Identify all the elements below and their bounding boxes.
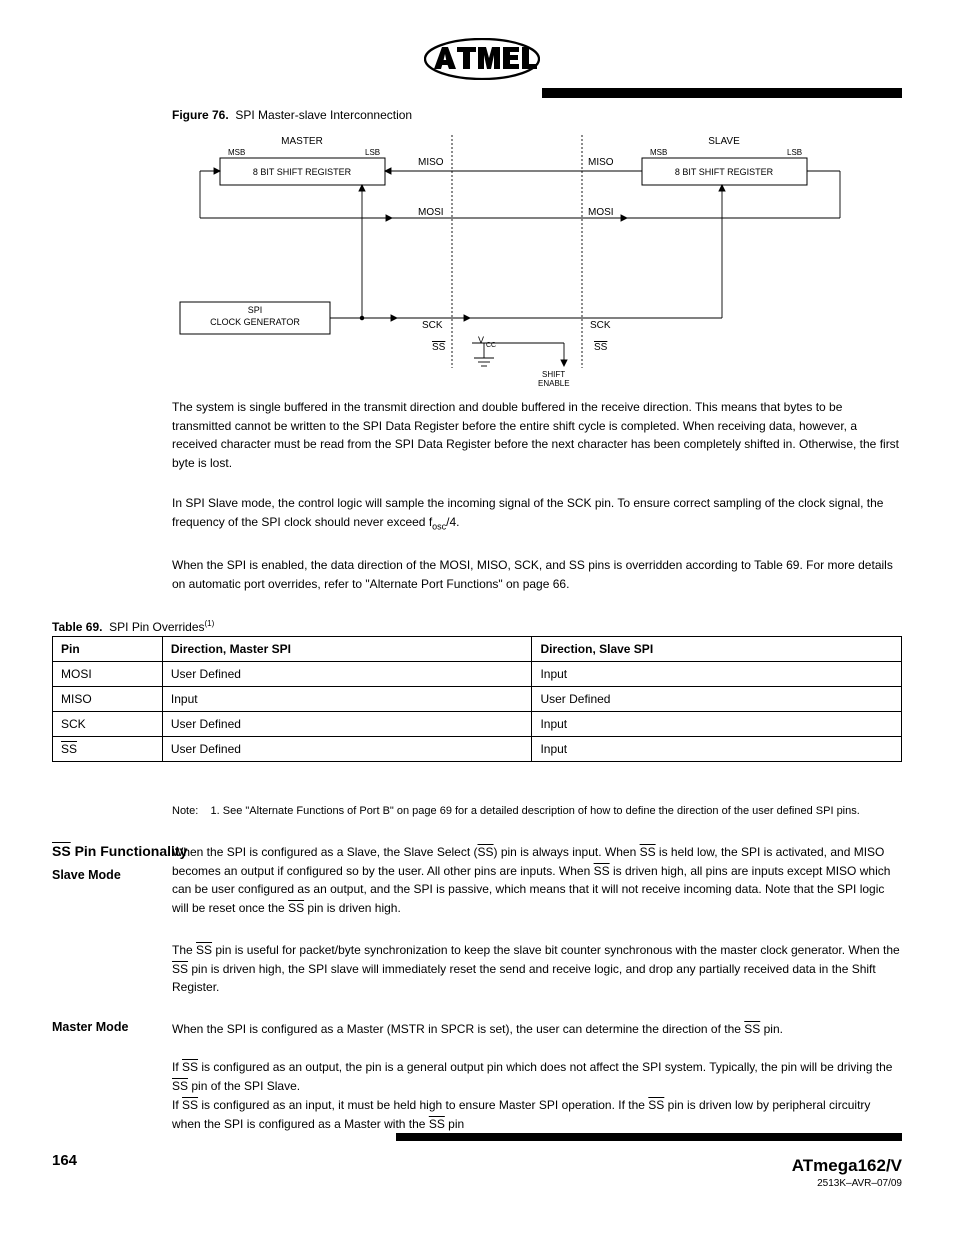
cell-master: User Defined xyxy=(162,712,532,737)
master-paragraph-1: When the SPI is configured as a Master (… xyxy=(172,1020,902,1039)
svg-text:SPI: SPI xyxy=(248,305,263,315)
svg-text:MISO: MISO xyxy=(588,157,614,168)
page-number: 164 xyxy=(52,1152,77,1169)
master-paragraph-3: If SS is configured as an input, it must… xyxy=(172,1096,902,1133)
cell-pin: SCK xyxy=(53,712,163,737)
section-master-mode: Master Mode xyxy=(52,1020,128,1034)
section-slave-mode: Slave Mode xyxy=(52,868,121,882)
svg-text:MSB: MSB xyxy=(650,148,667,157)
table-row: SS User Defined Input xyxy=(53,737,902,762)
cell-slave: Input xyxy=(532,712,902,737)
svg-text:V: V xyxy=(478,335,484,345)
paragraph-buffering: The system is single buffered in the tra… xyxy=(172,398,902,472)
table-row: SCK User Defined Input xyxy=(53,712,902,737)
diagram-text: MASTER SLAVE MSB LSB MSB LSB 8 BIT SHIFT… xyxy=(210,136,802,388)
paragraph-slave-clock: In SPI Slave mode, the control logic wil… xyxy=(172,494,902,534)
table-row: MOSI User Defined Input xyxy=(53,662,902,687)
col-header-master: Direction, Master SPI xyxy=(162,637,532,662)
svg-text:CC: CC xyxy=(486,342,496,349)
figure-label-bold: Figure 76. xyxy=(172,108,229,122)
cell-pin: MISO xyxy=(53,687,163,712)
cell-slave: User Defined xyxy=(532,687,902,712)
figure-caption: Figure 76. SPI Master-slave Interconnect… xyxy=(172,108,412,122)
svg-text:LSB: LSB xyxy=(365,148,380,157)
diagram-boxes xyxy=(180,158,807,334)
cell-slave: Input xyxy=(532,662,902,687)
section-ss-pin: SS Pin Functionality xyxy=(52,843,187,859)
body2-pre: In SPI Slave mode, the control logic wil… xyxy=(172,496,883,529)
product-name: ATmega162/V xyxy=(792,1156,902,1176)
diagram-wires xyxy=(200,168,840,366)
svg-text:SS: SS xyxy=(432,342,446,353)
svg-text:SHIFT: SHIFT xyxy=(542,370,565,379)
cell-pin: MOSI xyxy=(53,662,163,687)
page: Figure 76. SPI Master-slave Interconnect… xyxy=(0,0,954,1235)
table-caption: Table 69. SPI Pin Overrides(1) xyxy=(52,618,214,637)
svg-text:MISO: MISO xyxy=(418,157,444,168)
paragraph-override: When the SPI is enabled, the data direct… xyxy=(172,556,902,593)
header-rule xyxy=(542,88,902,98)
svg-text:MOSI: MOSI xyxy=(588,207,614,218)
cell-master: User Defined xyxy=(162,662,532,687)
figure-title: SPI Master-slave Interconnection xyxy=(235,108,412,122)
dashed-dividers xyxy=(452,135,582,368)
cell-slave: Input xyxy=(532,737,902,762)
cell-master: User Defined xyxy=(162,737,532,762)
svg-text:MOSI: MOSI xyxy=(418,207,444,218)
svg-text:CLOCK GENERATOR: CLOCK GENERATOR xyxy=(210,317,300,327)
col-header-pin: Pin xyxy=(53,637,163,662)
cell-ss-overline: SS xyxy=(61,742,77,756)
svg-text:MSB: MSB xyxy=(228,148,245,157)
svg-text:LSB: LSB xyxy=(787,148,802,157)
slave-paragraph-1: When the SPI is configured as a Slave, t… xyxy=(172,843,902,917)
atmel-logo xyxy=(424,38,540,80)
svg-text:ENABLE: ENABLE xyxy=(538,379,570,388)
slave-label: SLAVE xyxy=(708,136,740,147)
doc-revision: 2513K–AVR–07/09 xyxy=(817,1178,902,1189)
master-label: MASTER xyxy=(281,136,323,147)
master-paragraph-2: If SS is configured as an output, the pi… xyxy=(172,1058,902,1095)
svg-text:SCK: SCK xyxy=(422,320,443,331)
cell-master: Input xyxy=(162,687,532,712)
spi-diagram: MASTER SLAVE MSB LSB MSB LSB 8 BIT SHIFT… xyxy=(172,130,902,390)
note-label: Note: xyxy=(172,805,198,817)
slave-paragraph-2: The SS pin is useful for packet/byte syn… xyxy=(172,941,902,997)
svg-text:8 BIT SHIFT REGISTER: 8 BIT SHIFT REGISTER xyxy=(253,167,352,177)
body2-sub: osc xyxy=(432,521,446,531)
col-header-slave: Direction, Slave SPI xyxy=(532,637,902,662)
table-header-row: Pin Direction, Master SPI Direction, Sla… xyxy=(53,637,902,662)
body2-post: /4. xyxy=(446,515,459,529)
svg-text:SS: SS xyxy=(594,342,608,353)
svg-text:SCK: SCK xyxy=(590,320,611,331)
table-note: Note: 1. See "Alternate Functions of Por… xyxy=(172,803,902,820)
footer-rule xyxy=(396,1133,902,1141)
svg-text:8 BIT SHIFT REGISTER: 8 BIT SHIFT REGISTER xyxy=(675,167,774,177)
diagram-svg: MASTER SLAVE MSB LSB MSB LSB 8 BIT SHIFT… xyxy=(172,130,902,390)
table-row: MISO Input User Defined xyxy=(53,687,902,712)
header xyxy=(0,38,954,78)
spi-pin-override-table: Pin Direction, Master SPI Direction, Sla… xyxy=(52,636,902,762)
note-text: 1. See "Alternate Functions of Port B" o… xyxy=(211,805,860,817)
cell-pin: SS xyxy=(53,737,163,762)
table-caption-bold: Table 69. xyxy=(52,620,102,634)
